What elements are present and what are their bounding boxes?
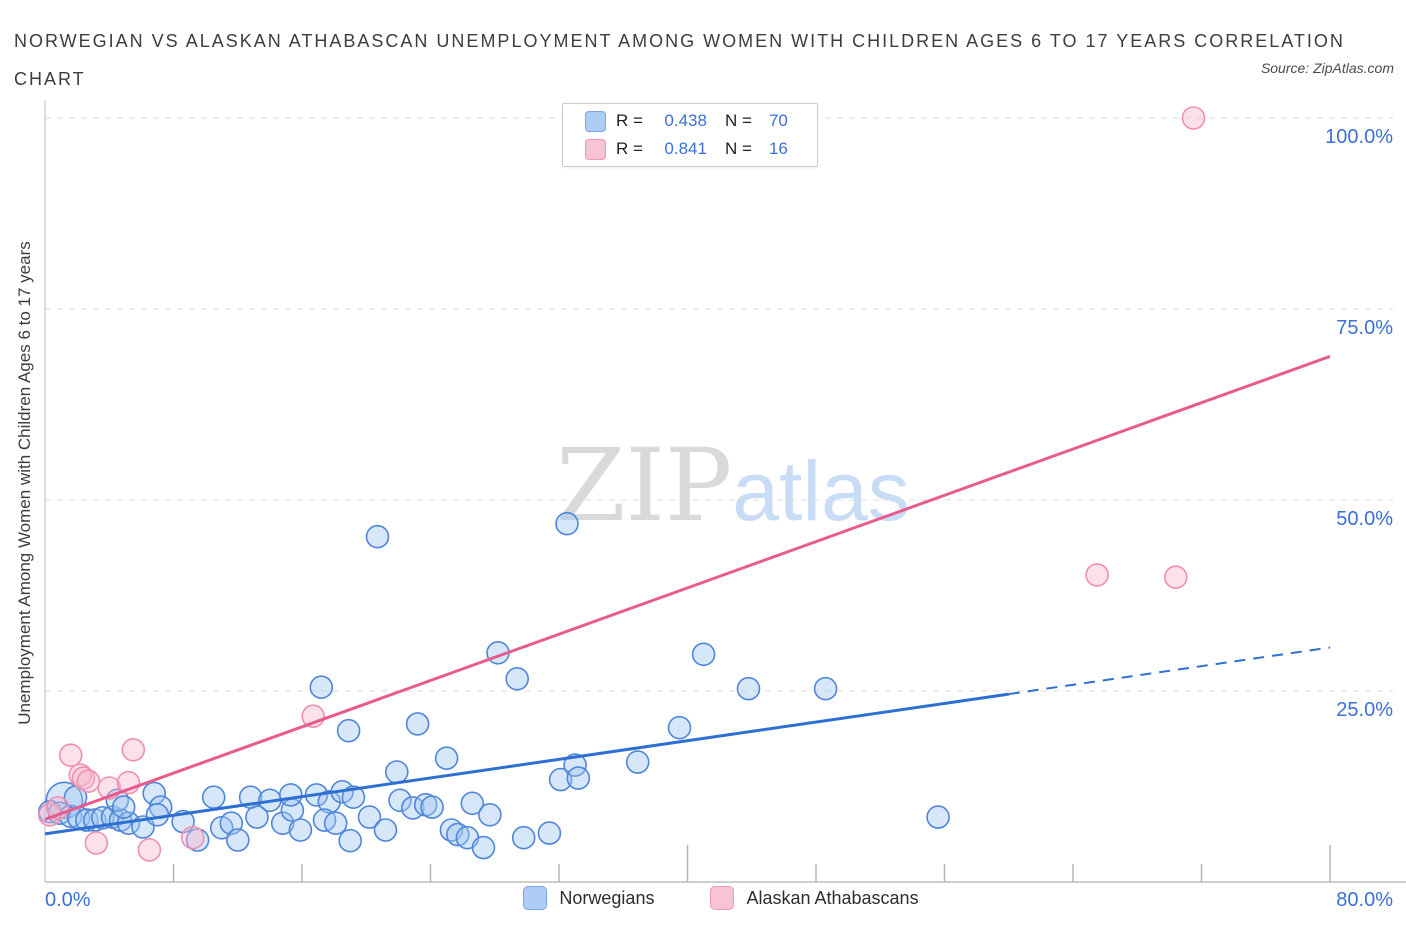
data-point-norwegians	[341, 785, 366, 810]
data-point-norwegians	[111, 795, 136, 819]
data-point-alaskan-athabascans	[1181, 106, 1206, 130]
data-point-norwegians	[336, 718, 361, 743]
data-point-alaskan-athabascans	[1085, 563, 1109, 587]
data-point-norwegians	[667, 715, 692, 740]
data-point-norwegians	[145, 802, 170, 827]
data-point-alaskan-athabascans	[1164, 565, 1188, 590]
data-point-norwegians	[226, 828, 250, 852]
source-link[interactable]: Source: ZipAtlas.com	[1260, 60, 1394, 76]
r-value: 0.438	[664, 111, 707, 130]
data-point-alaskan-athabascans	[68, 763, 93, 787]
trend-line-norwegians-dashed	[1008, 646, 1331, 696]
data-point-norwegians	[388, 788, 412, 813]
series-legend: Norwegians Alaskan Athabascans	[0, 886, 1406, 910]
athabascan-swatch-icon	[710, 886, 735, 910]
data-point-norwegians	[926, 805, 950, 829]
legend-row-athabascans: R = 0.841 N = 16	[585, 138, 805, 160]
x-tick-label-max: 80.0%	[1336, 889, 1393, 911]
data-point-norwegians	[460, 791, 485, 816]
r-value: 0.841	[664, 139, 707, 158]
data-point-alaskan-athabascans	[58, 743, 83, 768]
legend-item-athabascans: Alaskan Athabascans	[710, 886, 919, 910]
data-point-norwegians	[317, 789, 342, 814]
title-line-2: CHART	[14, 69, 86, 89]
data-point-alaskan-athabascans	[76, 769, 101, 794]
data-point-norwegians	[445, 822, 470, 847]
y-tick-label-25: 25.0%	[1336, 699, 1393, 721]
data-point-norwegians	[537, 821, 562, 845]
trend-line-alaskan-athabascans-solid	[44, 354, 1331, 821]
data-point-norwegians	[505, 666, 530, 691]
data-point-norwegians	[278, 783, 303, 807]
legend-label-norwegians: Norwegians	[559, 887, 655, 908]
data-point-norwegians	[270, 811, 295, 836]
norwegian-swatch-icon	[585, 110, 606, 132]
data-point-norwegians	[384, 760, 409, 784]
page-title: NORWEGIAN VS ALASKAN ATHABASCAN UNEMPLOY…	[14, 22, 1343, 98]
trend-line-norwegians-solid	[44, 692, 1010, 836]
legend-row-norwegians: R = 0.438 N = 70	[585, 110, 805, 132]
n-value: 16	[768, 139, 788, 158]
r-label: R =	[616, 111, 643, 130]
data-point-norwegians	[813, 676, 838, 701]
data-point-alaskan-athabascans	[84, 831, 109, 855]
n-value: 70	[768, 111, 788, 130]
y-tick-label-75: 75.0%	[1336, 317, 1393, 339]
data-point-norwegians	[309, 675, 334, 700]
data-point-norwegians	[405, 712, 430, 736]
n-label: N =	[724, 139, 752, 158]
data-point-norwegians	[478, 802, 502, 827]
norwegian-swatch-icon	[523, 886, 548, 910]
athabascan-swatch-icon	[585, 138, 606, 160]
data-point-alaskan-athabascans	[121, 737, 146, 762]
legend-label-athabascans: Alaskan Athabascans	[746, 887, 919, 908]
data-point-norwegians	[365, 524, 390, 549]
data-point-norwegians	[625, 750, 650, 774]
data-point-norwegians	[373, 818, 398, 842]
data-point-norwegians	[201, 785, 226, 810]
data-point-norwegians	[471, 835, 496, 860]
legend-item-norwegians: Norwegians	[523, 886, 654, 910]
data-point-norwegians	[357, 805, 382, 829]
correlation-legend-box: R = 0.438 N = 70 R = 0.841 N = 16	[562, 103, 818, 167]
data-point-alaskan-athabascans	[137, 838, 162, 862]
title-line-1: NORWEGIAN VS ALASKAN ATHABASCAN UNEMPLOY…	[14, 31, 1345, 51]
data-point-norwegians	[338, 828, 363, 853]
data-point-norwegians	[548, 767, 573, 792]
x-tick-label-min: 0.0%	[45, 889, 91, 911]
data-point-norwegians	[555, 511, 579, 536]
n-label: N =	[724, 111, 752, 130]
y-tick-label-100: 100.0%	[1325, 126, 1393, 148]
data-point-norwegians	[288, 818, 313, 842]
data-point-norwegians	[736, 676, 761, 701]
data-point-norwegians	[434, 746, 459, 771]
data-point-norwegians	[566, 766, 591, 790]
r-label: R =	[616, 139, 643, 158]
data-point-norwegians	[691, 642, 716, 667]
data-point-norwegians	[323, 811, 348, 836]
data-point-norwegians	[511, 825, 536, 850]
data-point-norwegians	[245, 805, 269, 829]
data-point-norwegians	[420, 795, 444, 819]
y-tick-label-50: 50.0%	[1336, 508, 1393, 530]
data-point-alaskan-athabascans	[181, 825, 205, 850]
